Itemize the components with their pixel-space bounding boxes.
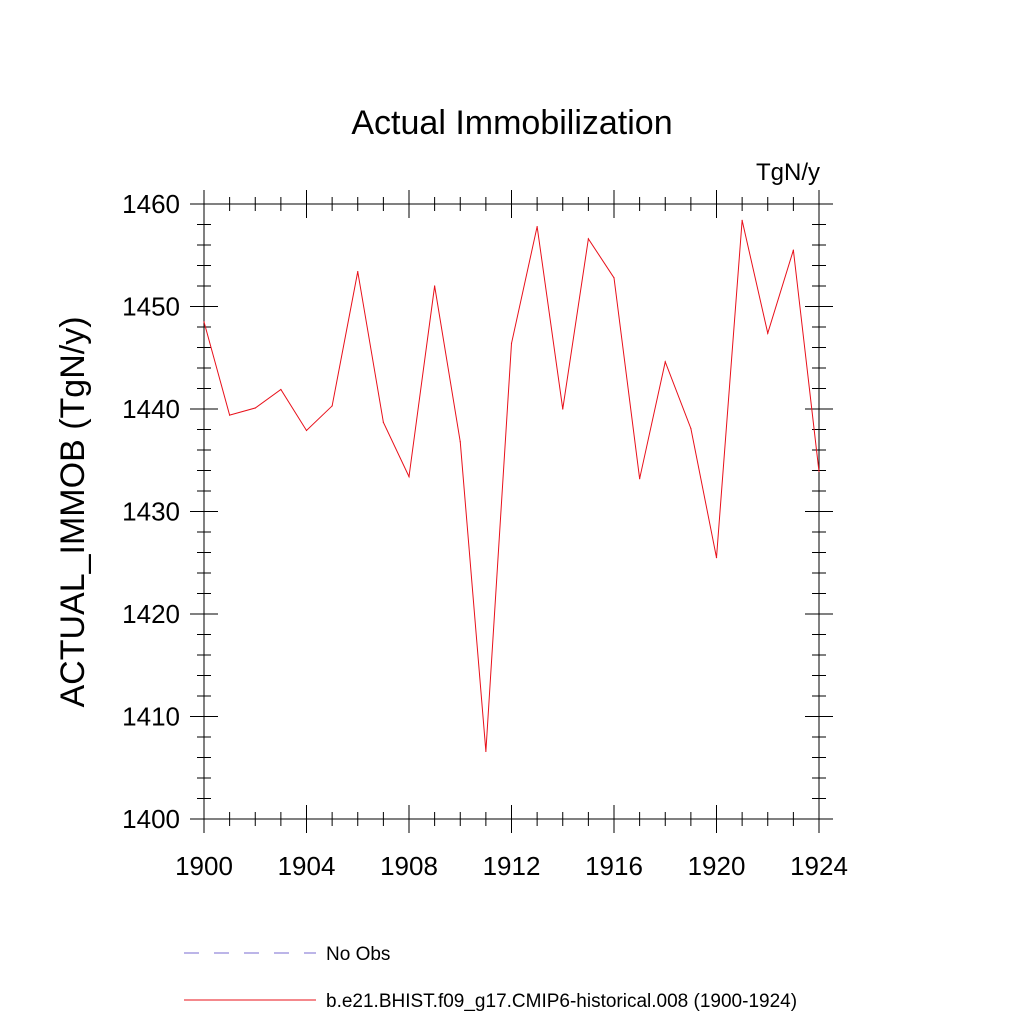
data-point — [792, 249, 794, 251]
units-label: TgN/y — [756, 159, 820, 186]
legend-label-1: No Obs — [326, 944, 390, 965]
data-point — [280, 388, 282, 391]
data-point — [818, 470, 820, 473]
plot-frame — [203, 203, 820, 820]
legend-label-2: b.e21.BHIST.f09_g17.CMIP6-historical.008… — [326, 991, 797, 1012]
data-point — [690, 427, 692, 430]
data-point — [459, 441, 461, 443]
data-point — [613, 277, 615, 279]
y-tick-label: 1400 — [122, 804, 180, 834]
data-point — [639, 478, 641, 480]
data-point — [587, 238, 589, 240]
data-point — [408, 476, 410, 478]
data-point — [562, 408, 564, 410]
data-point — [741, 219, 743, 221]
series-line — [203, 220, 820, 752]
data-point — [203, 321, 205, 323]
data-point — [767, 332, 769, 334]
data-point — [229, 414, 231, 416]
data-point — [485, 750, 487, 752]
y-tick-label: 1410 — [122, 702, 180, 732]
chart-title: Actual Immobilization — [351, 104, 672, 142]
data-point — [305, 429, 308, 432]
data-point — [664, 361, 666, 363]
data-point — [357, 271, 359, 273]
y-tick-label: 1440 — [122, 394, 180, 424]
data-point — [331, 405, 333, 407]
y-tick-label: 1460 — [122, 189, 180, 219]
x-tick-label: 1920 — [688, 851, 746, 881]
axis-ticks — [190, 190, 833, 833]
data-point — [382, 421, 384, 423]
x-tick-label: 1908 — [380, 851, 438, 881]
series-layer — [203, 219, 820, 752]
data-point — [254, 407, 256, 409]
y-tick-label: 1420 — [122, 599, 180, 629]
data-point — [510, 342, 513, 344]
tick-labels: 1400 1410 1420 1430 1440 1450 1460 1900 1904 1908… — [122, 189, 848, 881]
x-tick-label: 1900 — [175, 851, 233, 881]
data-point — [434, 285, 436, 287]
x-tick-label: 1904 — [278, 851, 336, 881]
y-tick-label: 1430 — [122, 497, 180, 527]
x-tick-label: 1924 — [790, 851, 848, 881]
data-point — [536, 225, 538, 228]
data-point — [715, 557, 718, 559]
x-tick-label: 1912 — [483, 851, 541, 881]
legend: No Obs b.e21.BHIST.f09_g17.CMIP6-historic… — [184, 944, 797, 1012]
y-tick-label: 1450 — [122, 292, 180, 322]
y-axis-label: ACTUAL_IMMOB (TgN/y) — [54, 316, 92, 707]
x-tick-label: 1916 — [585, 851, 643, 881]
